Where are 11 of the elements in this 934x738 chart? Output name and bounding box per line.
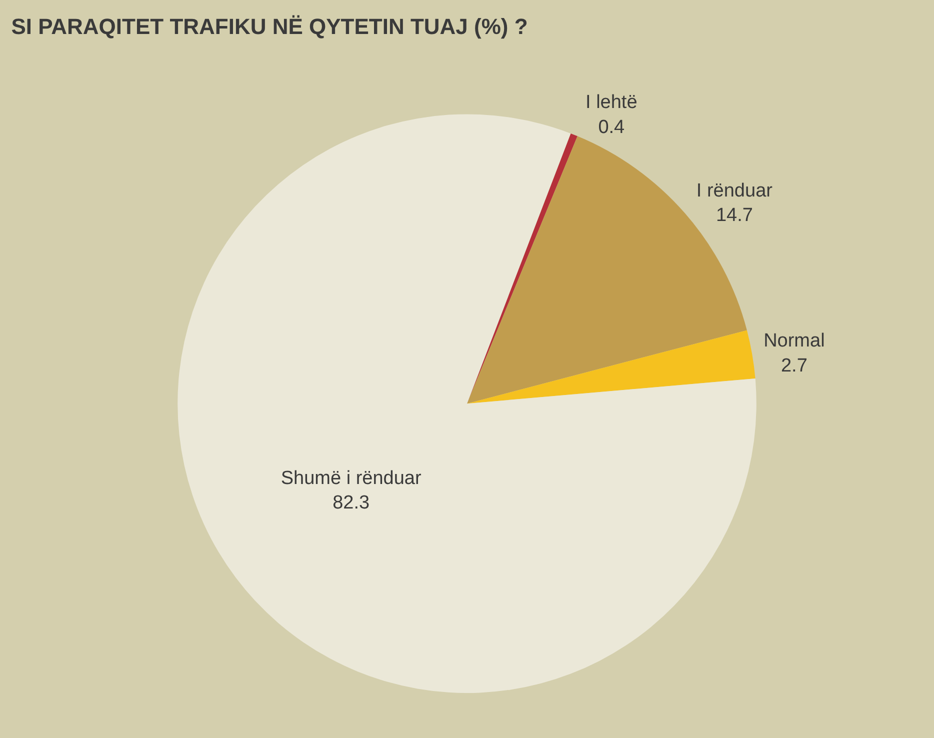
slice-label: I rënduar — [696, 180, 774, 202]
data-label: 14.7 — [716, 205, 753, 226]
chart-title: SI PARAQITET TRAFIKU NË QYTETIN TUAJ (%) ? — [11, 14, 528, 39]
data-label: 2.7 — [780, 355, 808, 376]
data-label: 82.3 — [332, 492, 370, 514]
pie-slice — [467, 330, 756, 404]
pie-slice — [467, 133, 578, 404]
data-label: 0.4 — [598, 116, 626, 138]
slice-label: Shumë i rënduar — [280, 468, 422, 489]
slice-label: Normal — [764, 330, 825, 352]
slice-label: I lehtë — [586, 92, 638, 114]
